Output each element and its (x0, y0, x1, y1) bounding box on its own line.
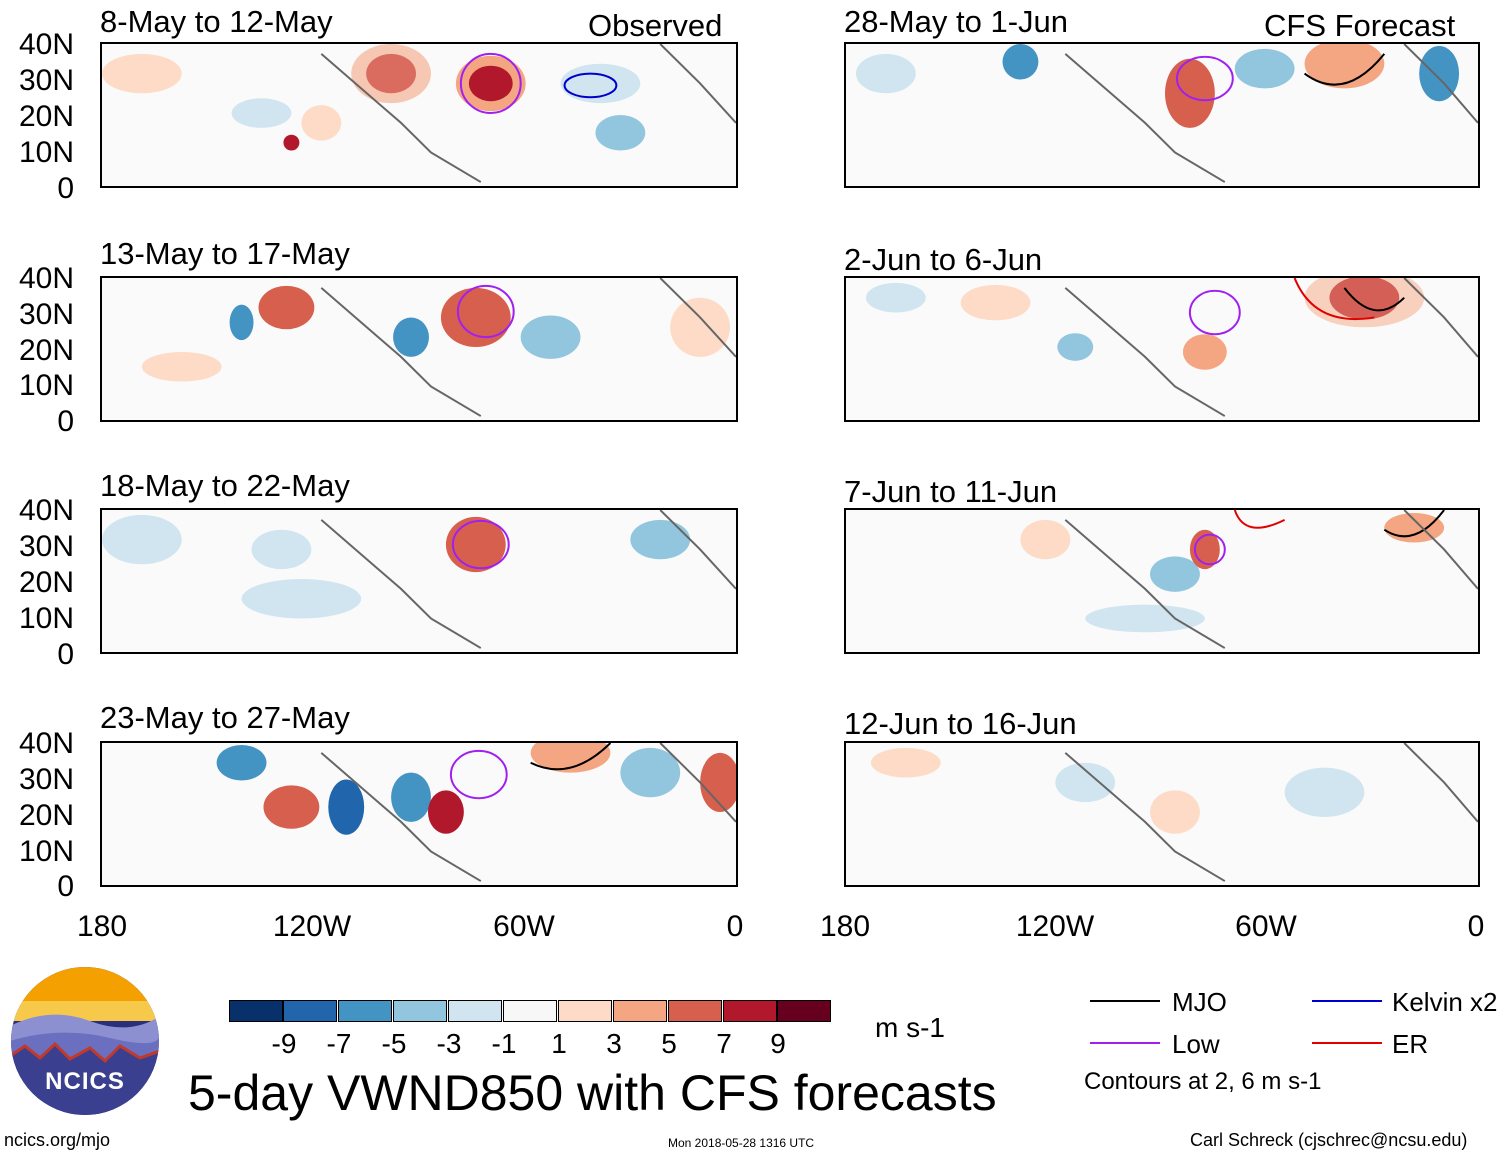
legend-line-low (1090, 1042, 1160, 1044)
lat-label: 20N (18, 799, 74, 832)
panel-title-3: 18-May to 22-May (100, 468, 350, 503)
lon-label: 60W (493, 910, 555, 943)
map-panel-4 (100, 741, 738, 887)
lon-label: 0 (1467, 910, 1485, 943)
ncics-logo-graphic (11, 967, 159, 1115)
lat-label: 40N (18, 494, 74, 527)
lat-label: 20N (18, 566, 74, 599)
panel-title-1: 8-May to 12-May (100, 4, 333, 39)
panel-title-5: 28-May to 1-Jun (844, 4, 1068, 39)
map-panel-2 (100, 276, 738, 422)
lat-label: 10N (18, 136, 74, 169)
map-panel-7 (844, 508, 1480, 654)
legend-line-kelvin (1312, 1000, 1382, 1002)
forecast-label: CFS Forecast (1264, 8, 1456, 43)
colorbar-swatch-5 (503, 1000, 557, 1022)
legend-label-mjo: MJO (1172, 987, 1227, 1017)
colorbar-swatch-1 (283, 1000, 337, 1022)
legend-line-mjo (1090, 1000, 1160, 1002)
colorbar-label: -1 (491, 1028, 517, 1059)
map-panel-6 (844, 276, 1480, 422)
colorbar-swatch-2 (338, 1000, 392, 1022)
lat-label: 0 (57, 172, 74, 205)
map-field-3 (102, 510, 736, 652)
colorbar-swatch-10 (777, 1000, 831, 1022)
colorbar-swatch-4 (448, 1000, 502, 1022)
lat-label: 0 (57, 638, 74, 671)
lat-label: 30N (18, 530, 74, 563)
lat-label: 30N (18, 64, 74, 97)
lat-label: 0 (57, 405, 74, 438)
colorbar-label: -9 (271, 1028, 297, 1059)
lat-label: 40N (18, 262, 74, 295)
observed-label: Observed (588, 8, 723, 43)
panel-title-8: 12-Jun to 16-Jun (844, 706, 1077, 741)
lon-label: 180 (76, 910, 128, 943)
colorbar-label: 1 (551, 1028, 567, 1059)
map-panel-1 (100, 42, 738, 188)
colorbar-swatch-6 (558, 1000, 612, 1022)
colorbar-swatch-0 (229, 1000, 283, 1022)
lon-label: 120W (272, 910, 352, 943)
colorbar-swatch-7 (613, 1000, 667, 1022)
panel-title-7: 7-Jun to 11-Jun (844, 474, 1058, 509)
panel-title-4: 23-May to 27-May (100, 700, 350, 735)
author-credit: Carl Schreck (cjschrec@ncsu.edu) (1190, 1130, 1468, 1150)
lon-label: 60W (1235, 910, 1297, 943)
lon-label: 120W (1015, 910, 1095, 943)
site-url[interactable]: ncics.org/mjo (4, 1130, 111, 1150)
map-panel-8 (844, 741, 1480, 887)
map-field-7 (846, 510, 1478, 652)
lat-label: 30N (18, 763, 74, 796)
lon-label: 0 (726, 910, 744, 943)
lat-label: 10N (18, 835, 74, 868)
map-field-5 (846, 44, 1478, 186)
legend-line-er (1312, 1042, 1382, 1044)
map-field-1 (102, 44, 736, 186)
colorbar-label: 3 (606, 1028, 622, 1059)
colorbar-label: 9 (770, 1028, 786, 1059)
legend-label-er: ER (1392, 1029, 1429, 1059)
map-panel-3 (100, 508, 738, 654)
timestamp: Mon 2018-05-28 1316 UTC (668, 1136, 815, 1150)
lat-label: 40N (18, 727, 74, 760)
legend-label-low: Low (1172, 1029, 1220, 1059)
map-panel-5 (844, 42, 1480, 188)
map-field-4 (102, 743, 736, 885)
lat-label: 20N (18, 100, 74, 133)
lat-label: 10N (18, 602, 74, 635)
colorbar-label: 5 (661, 1028, 677, 1059)
logo-text: NCICS (45, 1068, 125, 1095)
lat-label: 40N (18, 28, 74, 61)
colorbar-label: 7 (716, 1028, 732, 1059)
main-title: 5-day VWND850 with CFS forecasts (188, 1065, 997, 1121)
lat-label: 30N (18, 298, 74, 331)
legend-note: Contours at 2, 6 m s-1 (1084, 1068, 1322, 1095)
colorbar-units: m s-1 (875, 1012, 945, 1043)
colorbar-swatch-9 (723, 1000, 777, 1022)
colorbar-swatch-3 (393, 1000, 447, 1022)
panel-title-6: 2-Jun to 6-Jun (844, 242, 1043, 277)
lat-label: 20N (18, 334, 74, 367)
map-field-8 (846, 743, 1478, 885)
lat-label: 10N (18, 369, 74, 402)
map-field-2 (102, 278, 736, 420)
colorbar-label: -5 (381, 1028, 407, 1059)
map-field-6 (846, 278, 1478, 420)
colorbar-label: -3 (436, 1028, 462, 1059)
lat-label: 0 (57, 870, 74, 903)
colorbar-swatch-8 (668, 1000, 722, 1022)
panel-title-2: 13-May to 17-May (100, 236, 350, 271)
ncics-logo: NCICS (10, 966, 160, 1116)
colorbar-label: -7 (326, 1028, 352, 1059)
legend-label-kelvin: Kelvin x2 (1392, 987, 1498, 1017)
lon-label: 180 (819, 910, 871, 943)
